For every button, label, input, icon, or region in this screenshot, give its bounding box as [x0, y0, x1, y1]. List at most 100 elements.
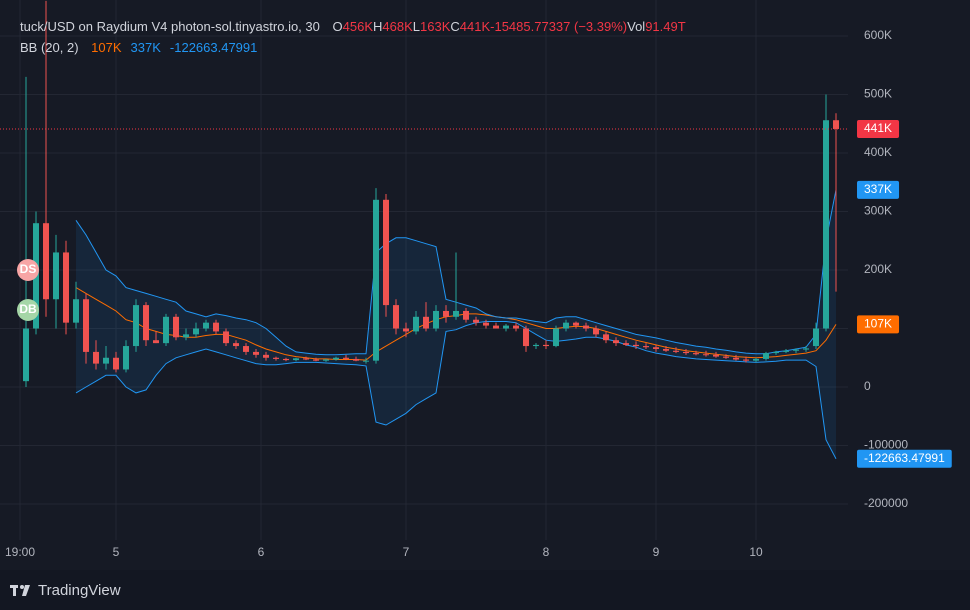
candle-body	[713, 354, 719, 357]
field-value: 456K	[342, 19, 373, 34]
candle-body	[783, 350, 789, 352]
candle-body	[123, 346, 129, 370]
candle-body	[193, 328, 199, 335]
candle-body	[643, 346, 649, 348]
price-badge-label: -122663.47991	[864, 451, 945, 465]
candle-body	[433, 310, 439, 329]
candle-body	[483, 322, 489, 326]
candle-body	[833, 120, 839, 130]
candle-body	[793, 349, 799, 351]
field-value: 441K	[459, 19, 491, 34]
signal-marker-label: DB	[19, 302, 37, 316]
candle-body	[703, 354, 709, 356]
candle-body	[673, 350, 679, 352]
candle-body	[303, 358, 309, 360]
field-key: L	[412, 19, 420, 34]
x-tick-label: 9	[653, 545, 660, 559]
candle-body	[113, 357, 119, 370]
candle-body	[283, 358, 289, 361]
candle-body	[93, 351, 99, 364]
bb-lower	[75, 321, 837, 460]
candle-body	[653, 347, 659, 349]
candle-body	[253, 351, 259, 355]
candle-body	[373, 199, 379, 361]
candle-body	[453, 310, 459, 317]
candle-body	[803, 348, 809, 350]
field-key: O	[332, 19, 343, 34]
legend-line: tuck/USD on Raydium V4 photon-sol.tinyas…	[20, 19, 686, 34]
candle-body	[203, 322, 209, 329]
signal-marker-label: DS	[20, 262, 37, 276]
x-tick-label: 8	[543, 545, 550, 559]
candle-body	[103, 357, 109, 364]
indicator-value: -122663.47991	[169, 40, 258, 55]
brand-logo	[10, 585, 30, 596]
candle-body	[383, 199, 389, 306]
field-value: 468K	[382, 19, 413, 34]
candle-body	[733, 357, 739, 360]
candle-body	[223, 331, 229, 344]
candle-body	[163, 316, 169, 344]
candle-body	[593, 328, 599, 335]
band-fill	[76, 189, 836, 459]
y-tick-label: 600K	[864, 28, 892, 42]
candle-body	[443, 310, 449, 317]
candle-body	[343, 357, 349, 359]
price-badge	[857, 120, 900, 139]
candle-body	[63, 252, 69, 323]
candle-body	[513, 325, 519, 329]
chart-background	[0, 0, 970, 570]
plot-area: DS DB	[0, 0, 848, 460]
candle-body	[143, 305, 149, 341]
candle-body	[623, 343, 629, 345]
x-tick-label: 10	[749, 545, 763, 559]
candle-body	[173, 316, 179, 338]
candle-body	[73, 299, 79, 323]
indicator-value: 107K	[91, 40, 122, 55]
candle-body	[663, 348, 669, 351]
candle-body	[363, 360, 369, 362]
x-tick-label: 5	[113, 545, 120, 559]
candle-body	[723, 356, 729, 358]
candle-body	[423, 316, 429, 329]
candle-body	[153, 340, 159, 344]
y-tick-label: 500K	[864, 87, 892, 101]
candle-body	[53, 252, 59, 300]
indicator-line: BB (20, 2) 107K 337K -122663.47991	[20, 40, 266, 55]
signal-marker	[17, 299, 39, 321]
candle-body	[763, 353, 769, 359]
candle-body	[403, 328, 409, 332]
candle-body	[563, 322, 569, 329]
field-key: C	[450, 19, 460, 34]
candle-body	[83, 299, 89, 352]
y-tick-label: 300K	[864, 204, 892, 218]
candle-body	[533, 344, 539, 347]
candle-body	[413, 316, 419, 332]
candle-body	[693, 353, 699, 355]
candle-body	[133, 305, 139, 347]
price-badge-label: 441K	[864, 121, 892, 135]
candle-body	[743, 359, 749, 361]
price-badge-label: 107K	[864, 317, 892, 331]
candle-body	[503, 325, 509, 329]
volume-key: Vol	[627, 19, 646, 34]
candle-body	[393, 305, 399, 329]
y-tick-label: 400K	[864, 145, 892, 159]
candle-body	[633, 344, 639, 347]
candle-body	[463, 310, 469, 320]
y-tick-label: 200K	[864, 262, 892, 276]
candle-body	[553, 328, 559, 347]
axes: 600K500K400K300K200K100K0-100000-2000001…	[5, 28, 952, 559]
price-badge	[857, 449, 952, 468]
candle-body	[773, 351, 779, 354]
field-key: H	[373, 19, 383, 34]
candle-body	[313, 359, 319, 361]
brand: TradingView	[38, 582, 121, 599]
candle-body	[613, 340, 619, 344]
candle-body	[573, 322, 579, 326]
candle-body	[333, 357, 339, 360]
indicator-name: BB (20, 2)	[20, 40, 79, 55]
x-tick-label: 19:00	[5, 545, 35, 559]
candle-body	[213, 322, 219, 332]
